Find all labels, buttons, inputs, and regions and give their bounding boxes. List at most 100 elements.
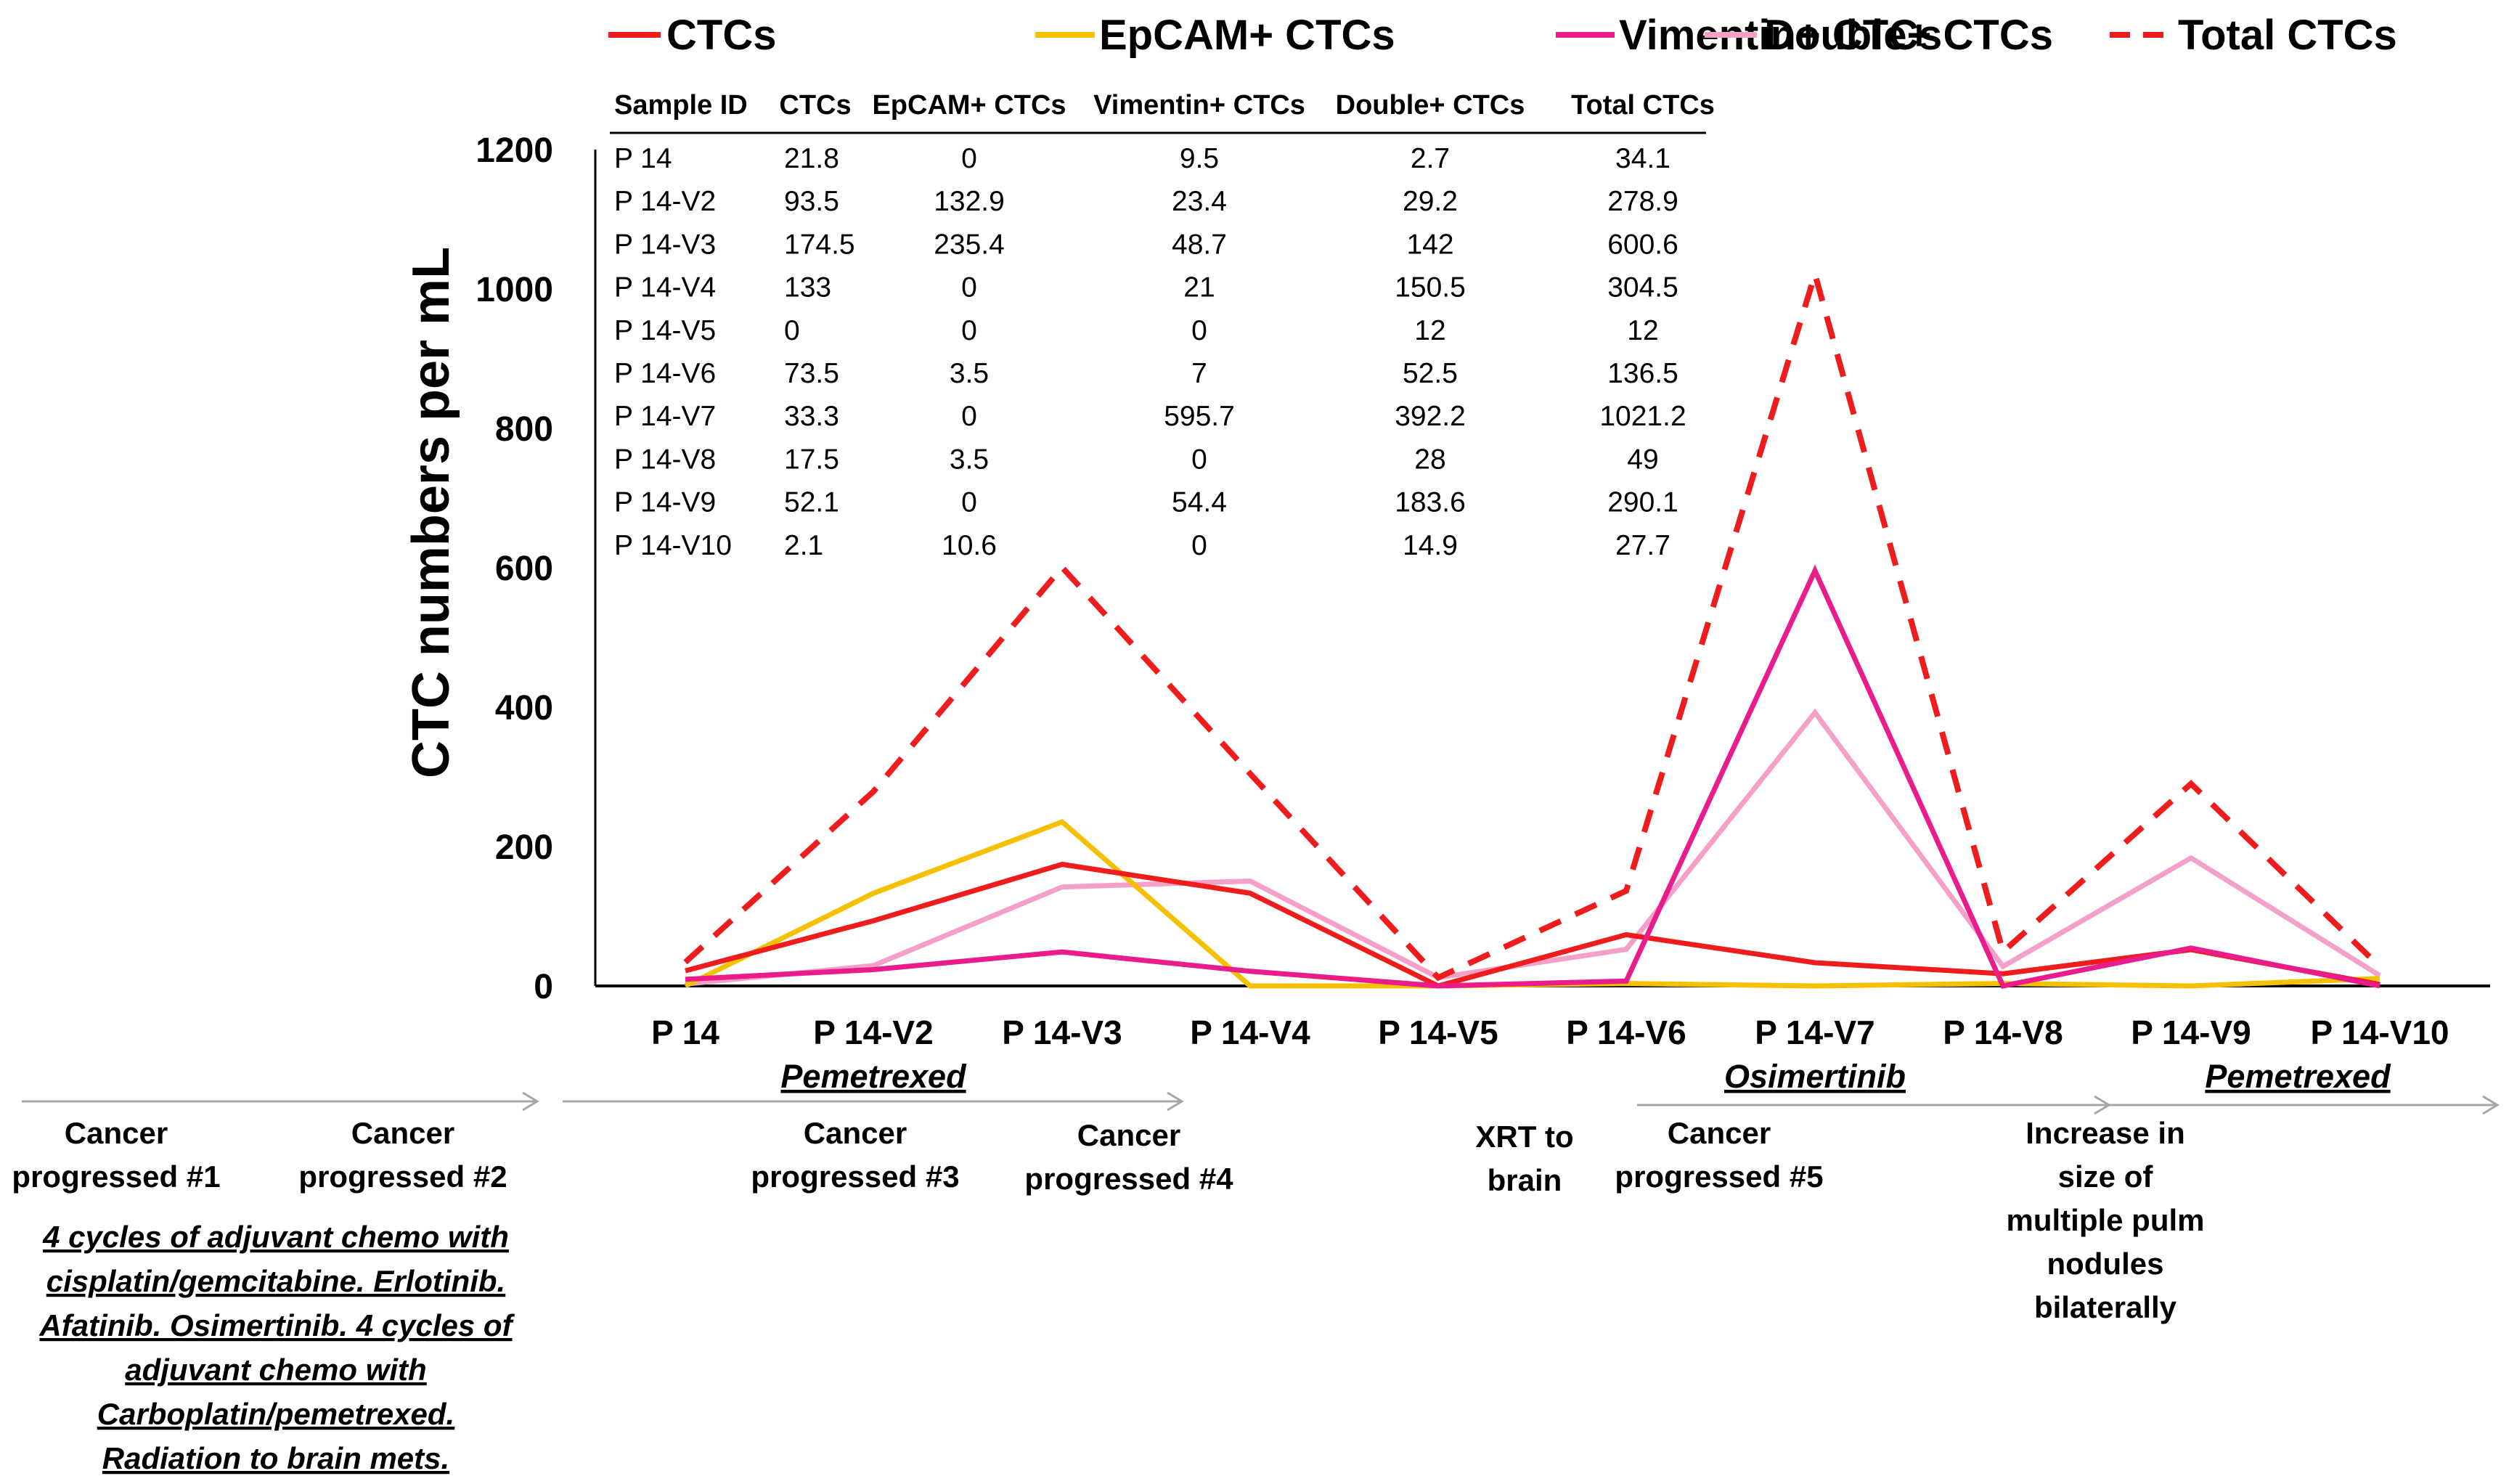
treatment-label-pemetrexed: Pemetrexed — [2205, 1058, 2391, 1095]
event-note-line: multiple pulm — [2007, 1203, 2205, 1237]
table-cell: 21 — [1183, 272, 1215, 303]
table-header-epcam-ctcs: EpCAM+ CTCs — [872, 90, 1066, 121]
treatment-history-line: Radiation to brain mets. — [102, 1441, 449, 1475]
table-cell: 133 — [784, 272, 831, 303]
table-cell: 23.4 — [1172, 186, 1227, 217]
table-cell: P 14-V9 — [614, 487, 716, 518]
legend-item-epcam-ctcs[interactable]: EpCAM+ CTCs — [1035, 12, 1395, 59]
table-cell: 0 — [961, 487, 977, 518]
table-cell: 3.5 — [950, 444, 989, 475]
table-row: P 14-V5 0 0 0 12 12 — [614, 315, 1659, 346]
table-cell: 142 — [1406, 229, 1453, 260]
treatment-history-line: Afatinib. Osimertinib. 4 cycles of — [38, 1308, 515, 1342]
table-cell: 150.5 — [1395, 272, 1466, 303]
table-cell: 235.4 — [934, 229, 1005, 260]
timeline-arrow — [563, 1091, 1184, 1112]
table-row: P 14-V3 174.5 235.4 48.7 142 600.6 — [614, 229, 1678, 260]
treatment-history-note: 4 cycles of adjuvant chemo with cisplatin… — [38, 1220, 515, 1475]
table-row: P 14-V7 33.3 0 595.7 392.2 1021.2 — [614, 401, 1686, 432]
event-note-2: Cancer progressed #2 — [298, 1116, 507, 1194]
y-tick-label: 1200 — [476, 131, 553, 170]
event-note-5: XRT to brain — [1475, 1120, 1573, 1197]
table-cell: P 14 — [614, 143, 672, 174]
event-note-line: Increase in — [2025, 1116, 2184, 1150]
table-cell: 52.5 — [1403, 358, 1458, 389]
x-tick-label: P 14-V6 — [1566, 1014, 1686, 1051]
table-cell: 0 — [961, 143, 977, 174]
series-line-ctcs — [685, 861, 2381, 989]
treatment-label-pemetrexed: Pemetrexed — [780, 1058, 967, 1095]
table-row: P 14 21.8 0 9.5 2.7 34.1 — [614, 143, 1670, 174]
table-header-double-ctcs: Double+ CTCs — [1336, 90, 1525, 121]
table-row: P 14-V2 93.5 132.9 23.4 29.2 278.9 — [614, 186, 1678, 217]
series-line-double-ctcs — [685, 708, 2381, 987]
table-cell: 49 — [1627, 444, 1658, 475]
table-header-total-ctcs: Total CTCs — [1571, 90, 1715, 121]
table-cell: P 14-V8 — [614, 444, 716, 475]
table-cell: 0 — [961, 272, 977, 303]
table-cell: 0 — [961, 401, 977, 432]
y-tick-label: 800 — [495, 410, 553, 449]
table-cell: 33.3 — [784, 401, 839, 432]
event-note-3: Cancer progressed #3 — [751, 1116, 959, 1194]
event-note-line: brain — [1488, 1163, 1562, 1197]
event-note-line: size of — [2058, 1159, 2154, 1194]
table-header-ctcs: CTCs — [779, 90, 851, 121]
event-note-line: Cancer — [804, 1116, 907, 1150]
series-line-vimentin-ctcs — [685, 564, 2381, 989]
table-row: P 14-V6 73.5 3.5 7 52.5 136.5 — [614, 358, 1678, 389]
x-tick-label: P 14-V2 — [813, 1014, 933, 1051]
table-header-sample-id: Sample ID — [614, 90, 748, 121]
treatment-label-osimertinib: Osimertinib — [1724, 1058, 1906, 1095]
legend-item-vimentin-ctcs[interactable]: Vimentin+ CTCs — [1556, 12, 1942, 59]
table-cell: 93.5 — [784, 186, 839, 217]
legend-item-double-ctcs[interactable]: Double+ CTCs — [1705, 12, 2053, 59]
event-note-line: progressed #2 — [298, 1159, 507, 1194]
table-cell: 600.6 — [1607, 229, 1678, 260]
x-axis-labels: P 14 P 14-V2 P 14-V3 P 14-V4 P 14-V5 P 14-V6 P… — [651, 1014, 2449, 1051]
table-cell: P 14-V3 — [614, 229, 716, 260]
y-tick-label: 200 — [495, 828, 553, 867]
y-tick-label: 0 — [534, 968, 553, 1006]
legend-label-double-ctcs: Double+ CTCs — [1764, 12, 2053, 59]
table-cell: 12 — [1627, 315, 1658, 346]
table-cell: P 14-V5 — [614, 315, 716, 346]
table-cell: 0 — [784, 315, 800, 346]
table-cell: 132.9 — [934, 186, 1005, 217]
x-tick-label: P 14-V7 — [1755, 1014, 1874, 1051]
event-note-line: nodules — [2047, 1247, 2163, 1281]
table-cell: 278.9 — [1607, 186, 1678, 217]
legend-label-ctcs: CTCs — [666, 12, 776, 59]
treatment-annotations: Pemetrexed Osimertinib Pemetrexed Cancer pro… — [12, 1058, 2500, 1475]
table-cell: 174.5 — [784, 229, 855, 260]
table-cell: P 14-V7 — [614, 401, 716, 432]
event-note-line: Cancer — [351, 1116, 454, 1150]
table-cell: 2.1 — [784, 530, 823, 561]
legend-label-vimentin-ctcs: Vimentin+ CTCs — [1619, 12, 1942, 59]
table-cell: 12 — [1414, 315, 1445, 346]
table-cell: P 14-V6 — [614, 358, 716, 389]
table-cell: 0 — [1191, 444, 1207, 475]
table-cell: 392.2 — [1395, 401, 1466, 432]
event-note-line: bilaterally — [2034, 1290, 2177, 1324]
timeline-arrow — [22, 1091, 539, 1112]
table-cell: 29.2 — [1403, 186, 1458, 217]
legend-label-total-ctcs: Total CTCs — [2178, 12, 2397, 59]
table-cell: 28 — [1414, 444, 1445, 475]
event-note-line: progressed #1 — [12, 1159, 220, 1194]
timeline-arrow — [1637, 1095, 2111, 1115]
x-tick-label: P 14-V5 — [1378, 1014, 1498, 1051]
table-cell: 2.7 — [1411, 143, 1450, 174]
table-cell: P 14-V4 — [614, 272, 716, 303]
table-cell: 290.1 — [1607, 487, 1678, 518]
table-cell: 27.7 — [1615, 530, 1670, 561]
legend-item-ctcs[interactable]: CTCs — [608, 12, 776, 59]
treatment-history-line: adjuvant chemo with — [125, 1353, 426, 1387]
x-tick-label: P 14-V9 — [2131, 1014, 2251, 1051]
event-note-6: Cancer progressed #5 — [1615, 1116, 1823, 1194]
event-note-7: Increase in size of multiple pulm nodules bi… — [2007, 1116, 2205, 1324]
event-note-1: Cancer progressed #1 — [12, 1116, 220, 1194]
event-note-line: Cancer — [1668, 1116, 1771, 1150]
legend-item-total-ctcs[interactable]: Total CTCs — [2110, 12, 2397, 59]
